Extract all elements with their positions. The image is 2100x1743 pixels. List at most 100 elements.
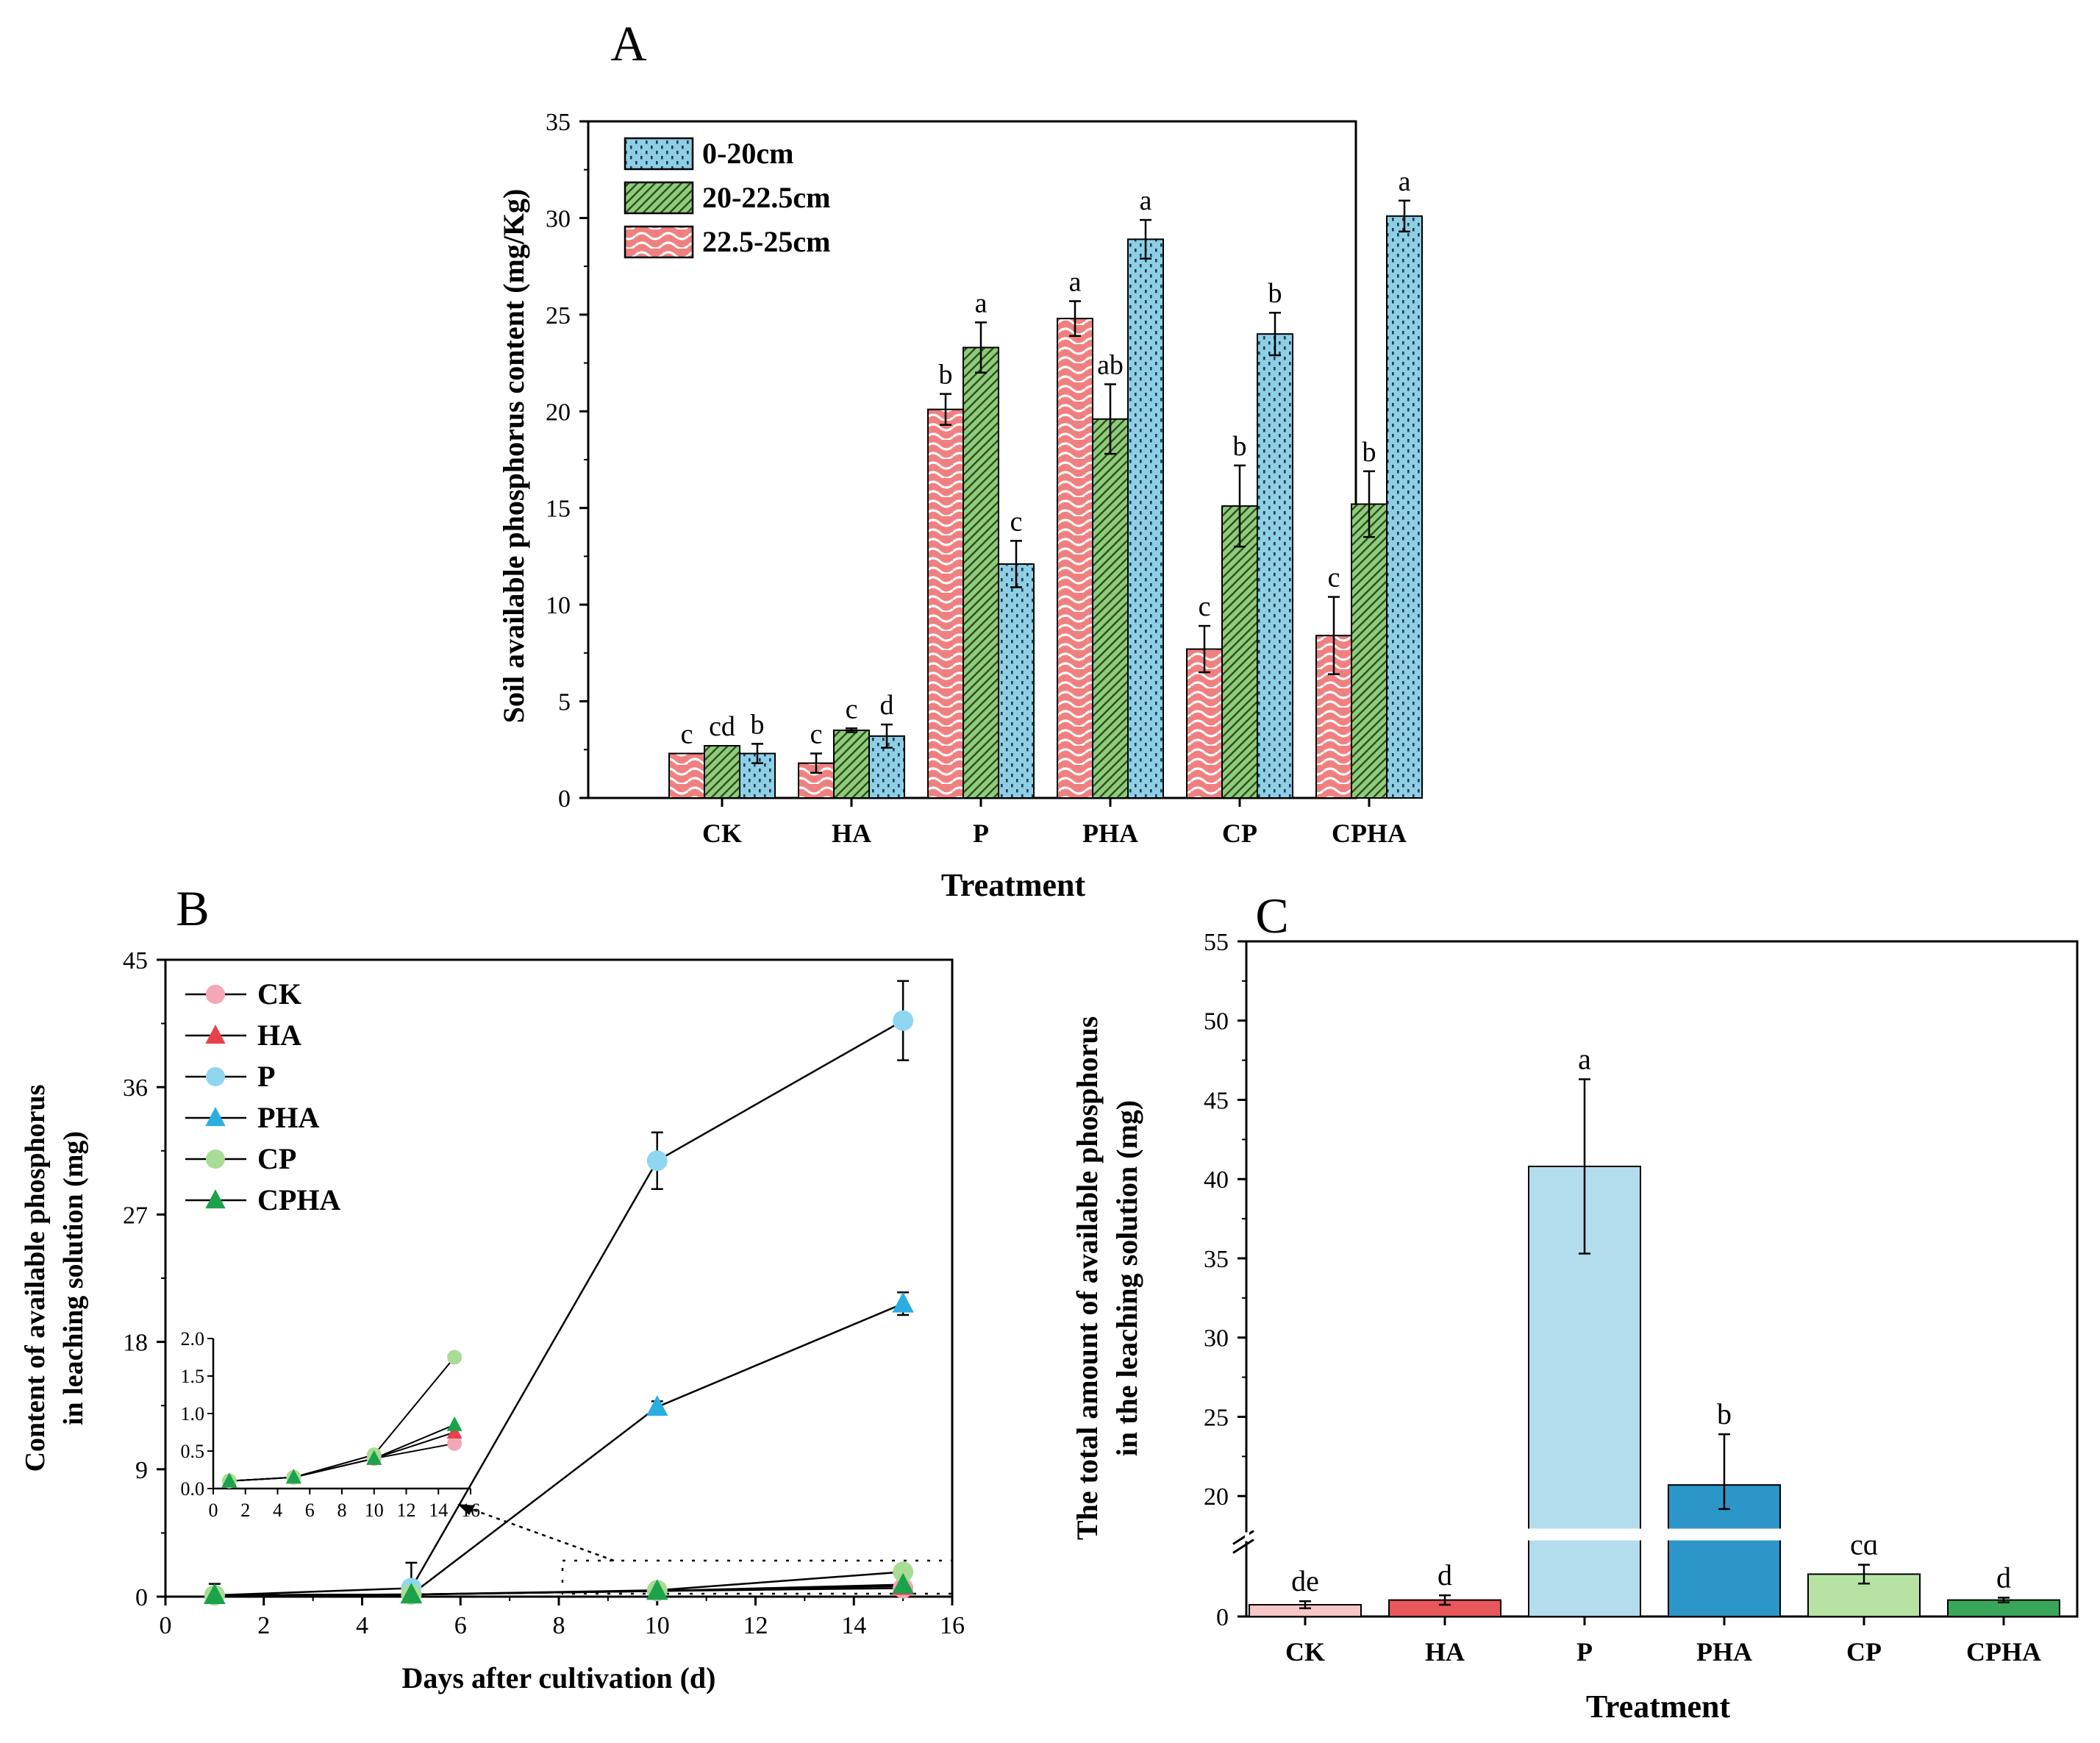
panel-b-legend: CK HA P PHA CP CPHA bbox=[185, 977, 340, 1216]
y-tick-label: 30 bbox=[546, 205, 571, 232]
legend-marker-CK bbox=[206, 985, 225, 1004]
y-tick-label: 30 bbox=[1204, 1325, 1229, 1352]
inset-line-CK bbox=[229, 1442, 455, 1482]
significance-letter: b bbox=[1717, 1397, 1732, 1430]
axis-break-mark bbox=[1232, 1539, 1254, 1554]
bar-P-0-20cm bbox=[998, 563, 1035, 799]
x-tick-label: 4 bbox=[356, 1612, 368, 1639]
panel-a-legend: 0-20cm 20-22.5cm 22.5-25cm bbox=[624, 137, 830, 259]
panel-a-x-ticks: CK HA P PHA CP CPHA bbox=[702, 798, 1407, 848]
legend-swatch-22.5-25cm bbox=[624, 225, 694, 259]
inset-point-HA bbox=[446, 1424, 463, 1439]
inset-point-CPHA bbox=[446, 1416, 463, 1431]
legend-marker-P bbox=[206, 1067, 225, 1086]
x-tick-label: CP bbox=[1846, 1637, 1882, 1667]
bar-CPHA-20-22.5cm bbox=[1351, 503, 1388, 799]
bar-PHA-22.5-25cm bbox=[1057, 318, 1093, 799]
panel-b-y-ticks: 0 9 18 27 36 45 bbox=[123, 947, 165, 1611]
x-tick-label: 14 bbox=[841, 1612, 866, 1639]
inset-x-tick-label: 14 bbox=[429, 1500, 448, 1521]
y-tick-label: 55 bbox=[1204, 929, 1229, 956]
point-PHA bbox=[646, 1395, 668, 1416]
y-tick-label: 50 bbox=[1204, 1008, 1229, 1036]
x-tick-label: 0 bbox=[160, 1612, 172, 1639]
significance-letter: b bbox=[1362, 437, 1376, 468]
panel-b-y-label: Content of available phosphorus in leachi… bbox=[20, 1085, 89, 1472]
x-tick-label: CK bbox=[702, 819, 742, 848]
y-tick-label: 45 bbox=[1204, 1087, 1229, 1114]
y-tick-label: 36 bbox=[123, 1074, 148, 1102]
legend-label-20-22.5cm: 20-22.5cm bbox=[702, 181, 830, 214]
panel-a-y-label: Soil available phosphorus content (mg/Kg… bbox=[497, 189, 530, 724]
significance-letter: b bbox=[751, 709, 765, 740]
y-tick-label: 20 bbox=[1204, 1483, 1229, 1511]
bar-HA-20-22.5cm bbox=[833, 730, 870, 799]
legend-label-CP: CP bbox=[257, 1142, 296, 1175]
panel-a-x-label: Treatment bbox=[941, 867, 1086, 903]
y-tick-label: 10 bbox=[546, 592, 571, 619]
inset-x-tick-label: 4 bbox=[273, 1500, 282, 1521]
inset-point-CPHA bbox=[221, 1472, 238, 1488]
legend-label-P: P bbox=[257, 1060, 275, 1093]
y-tick-label: 40 bbox=[1204, 1166, 1229, 1194]
legend-marker-CP bbox=[206, 1149, 225, 1169]
inset-y-tick-label: 0.0 bbox=[181, 1478, 205, 1500]
legend-label-CPHA: CPHA bbox=[257, 1183, 340, 1216]
inset-x-tick-label: 8 bbox=[338, 1500, 347, 1521]
y-tick-label: 0 bbox=[558, 785, 571, 813]
y-tick-label: 0 bbox=[135, 1584, 148, 1611]
point-CPHA bbox=[400, 1583, 423, 1604]
significance-letter: c bbox=[1328, 563, 1340, 594]
panel-c: C 20 25 30 35 40 45 50 55 0 CK HA P PHA CP CPHA de d a b… bbox=[1071, 888, 2079, 1725]
point-PHA bbox=[892, 1291, 914, 1313]
panel-a-letter: A bbox=[610, 15, 646, 71]
x-tick-label: CPHA bbox=[1966, 1637, 2041, 1667]
inset-line-CP bbox=[229, 1356, 455, 1482]
bar-CK-20-22.5cm bbox=[704, 745, 740, 799]
x-tick-label: CK bbox=[1285, 1637, 1325, 1667]
axis-break bbox=[1232, 1528, 2075, 1554]
significance-letter: de bbox=[1291, 1564, 1319, 1597]
significance-letter: d bbox=[880, 690, 894, 721]
legend-label-0-20cm: 0-20cm bbox=[702, 137, 793, 170]
inset-y-tick-label: 0.5 bbox=[181, 1441, 205, 1462]
legend-label-HA: HA bbox=[257, 1019, 301, 1052]
legend-label-22.5-25cm: 22.5-25cm bbox=[702, 225, 830, 258]
inset-y-tick-label: 1.5 bbox=[181, 1366, 205, 1387]
y-tick-label: 9 bbox=[135, 1457, 148, 1484]
y-tick-label: 35 bbox=[1204, 1246, 1229, 1273]
panel-c-x-label: Treatment bbox=[1586, 1689, 1731, 1725]
significance-letter: b bbox=[1268, 278, 1282, 309]
panel-b-frame bbox=[164, 958, 954, 1598]
y-tick-label: 35 bbox=[546, 109, 571, 136]
inset-y-tick-label: 2.0 bbox=[181, 1328, 205, 1350]
panel-b: B 0 9 18 27 36 45 0 2 4 6 8 10 12 14 16 0.0 0.5 1.0 1.5 2… bbox=[20, 880, 965, 1694]
significance-letter: b bbox=[1233, 431, 1247, 462]
y-tick-label: 15 bbox=[546, 496, 571, 523]
bar-CP-0-20cm bbox=[1257, 333, 1293, 799]
legend-marker-PHA bbox=[205, 1107, 226, 1127]
point-CPHA bbox=[204, 1583, 226, 1605]
panel-c-y-ticks: 20 25 30 35 40 45 50 55 0 bbox=[1204, 929, 1246, 1631]
significance-letter: a bbox=[1140, 185, 1152, 216]
x-tick-label: 16 bbox=[940, 1612, 965, 1639]
x-tick-label: 8 bbox=[553, 1612, 565, 1639]
significance-letter: cd bbox=[709, 711, 735, 742]
y-tick-label: 5 bbox=[558, 689, 571, 716]
y-tick-label: 27 bbox=[123, 1202, 148, 1229]
inset-x-tick-label: 16 bbox=[461, 1500, 480, 1521]
inset-x-tick-label: 12 bbox=[397, 1500, 416, 1521]
point-CP bbox=[893, 1561, 914, 1583]
bar-CK-22.5-25cm bbox=[668, 752, 705, 799]
x-tick-label: P bbox=[973, 819, 989, 848]
bar-P-22.5-25cm bbox=[927, 408, 964, 799]
significance-letter: a bbox=[975, 288, 988, 318]
x-tick-label: P bbox=[1576, 1637, 1593, 1667]
significance-letter: a bbox=[1399, 166, 1411, 197]
point-CPHA bbox=[892, 1572, 914, 1594]
panel-b-x-ticks: 0 2 4 6 8 10 12 14 16 bbox=[160, 1597, 965, 1639]
significance-letter: c bbox=[846, 694, 858, 724]
